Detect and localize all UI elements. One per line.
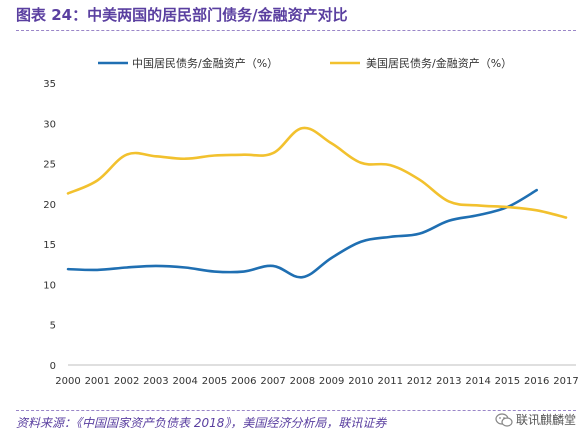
x-tick-label: 2016 [524, 376, 549, 387]
footer-divider [16, 410, 576, 411]
y-tick-label: 15 [43, 240, 56, 251]
y-axis: 0 5 10 15 20 25 30 35 [43, 79, 56, 372]
y-tick-label: 30 [43, 119, 56, 130]
x-tick-label: 2002 [114, 376, 139, 387]
x-tick-label: 2014 [465, 376, 490, 387]
x-tick-label: 2005 [202, 376, 227, 387]
chart-title: 图表 24：中美两国的居民部门债务/金融资产对比 [16, 6, 348, 24]
brand-watermark: 联讯麒麟堂 [495, 411, 576, 428]
y-tick-label: 20 [43, 200, 56, 211]
series-line-0 [66, 188, 539, 279]
x-tick-label: 2015 [495, 376, 520, 387]
x-tick-label: 2017 [553, 376, 578, 387]
source-note: 资料来源：《中国国家资产负债表 2018》，美国经济分析局，联讯证券 [16, 416, 387, 430]
legend: 中国居民债务/金融资产（%） 美国居民债务/金融资产（%） [98, 56, 512, 70]
x-tick-label: 2003 [143, 376, 168, 387]
series-line-1 [66, 126, 568, 219]
y-tick-label: 0 [50, 361, 56, 372]
x-tick-label: 2006 [231, 376, 256, 387]
y-tick-label: 5 [50, 321, 56, 332]
x-tick-label: 2001 [85, 376, 110, 387]
y-tick-label: 25 [43, 160, 56, 171]
x-tick-label: 2008 [290, 376, 315, 387]
legend-label-1: 美国居民债务/金融资产（%） [366, 56, 512, 70]
x-tick-label: 2011 [378, 376, 403, 387]
title-divider [16, 30, 576, 31]
x-tick-label: 2010 [348, 376, 373, 387]
x-tick-label: 2007 [260, 376, 285, 387]
y-tick-label: 10 [43, 280, 56, 291]
x-tick-label: 2004 [172, 376, 197, 387]
brand-name: 联讯麒麟堂 [515, 413, 576, 427]
wechat-icon [495, 412, 513, 427]
line-chart: 中国居民债务/金融资产（%） 美国居民债务/金融资产（%） 0 5 10 15 20 25 3… [43, 56, 579, 387]
x-tick-label: 2012 [407, 376, 432, 387]
y-tick-label: 35 [43, 79, 56, 90]
legend-label-0: 中国居民债务/金融资产（%） [132, 56, 278, 70]
x-tick-label: 2000 [55, 376, 80, 387]
x-tick-label: 2013 [436, 376, 461, 387]
x-axis: 2000 2001 2002 2003 2004 2005 2006 2007 2008 2009… [55, 364, 579, 387]
x-tick-label: 2009 [319, 376, 344, 387]
series-lines [66, 126, 568, 279]
